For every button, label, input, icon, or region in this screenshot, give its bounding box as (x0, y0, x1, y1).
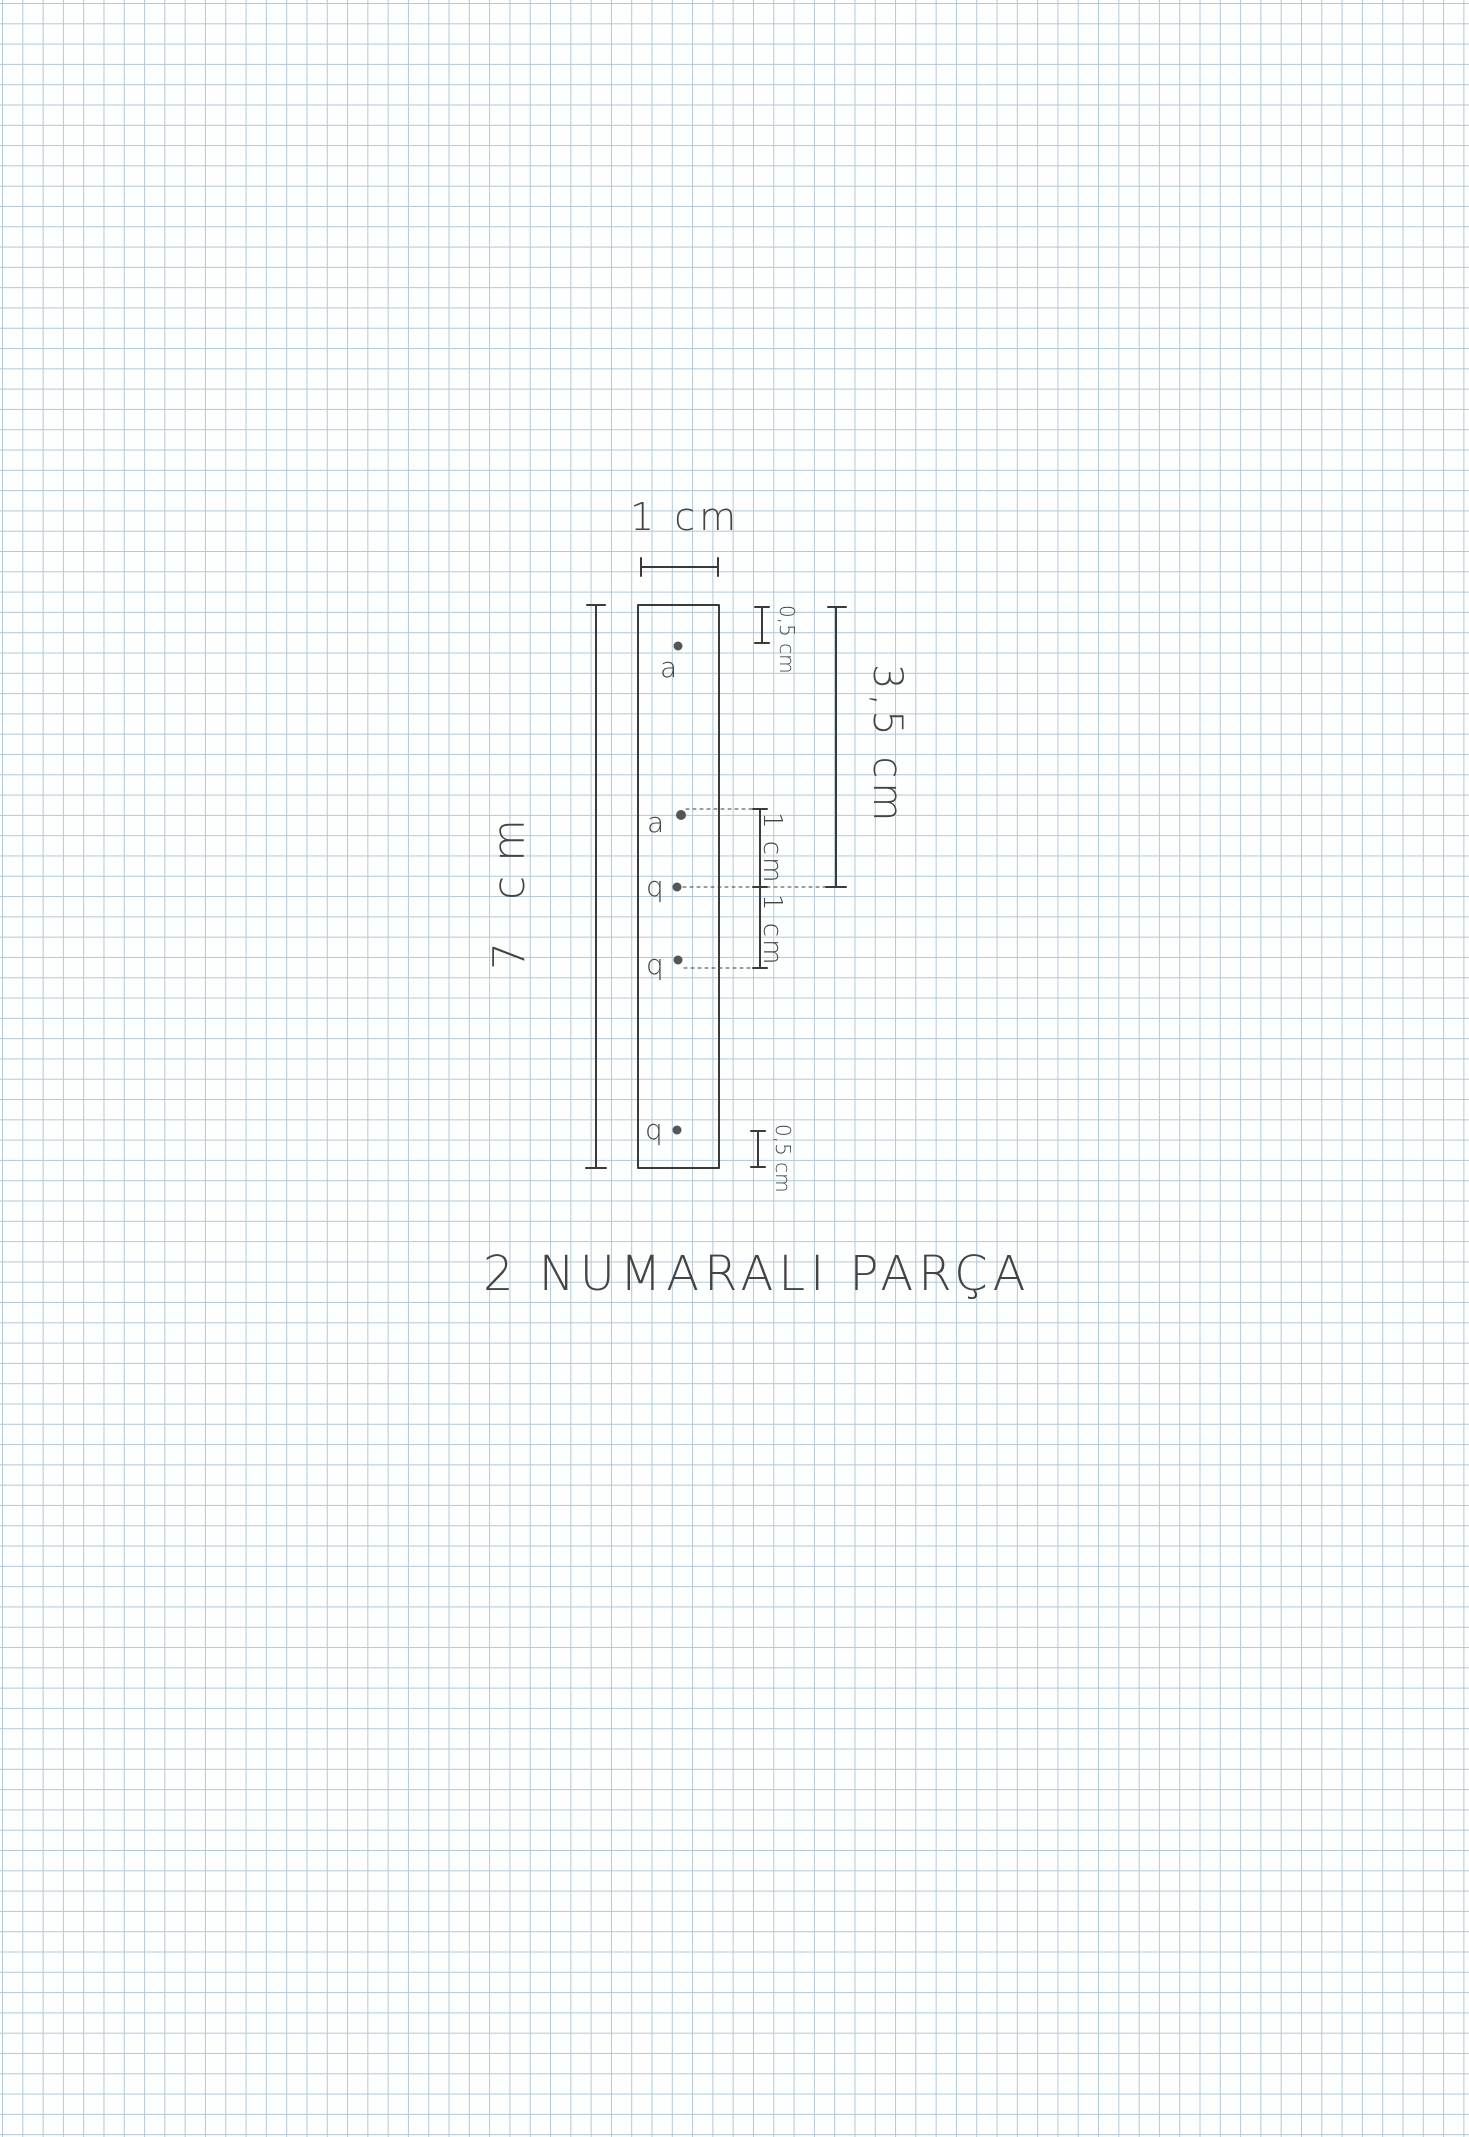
height-label: 7 cm (484, 805, 535, 970)
width-label: 1 cm (630, 495, 740, 539)
half-height-label: 3,5 cm (864, 664, 910, 825)
top-margin-dimension: 0,5 cm (754, 605, 799, 674)
spacing-dimension-2: 1 cm (752, 886, 787, 969)
bottom-margin-label: 0,5 cm (771, 1124, 795, 1193)
hole-label-5: q (645, 1113, 663, 1146)
width-dimension: 1 cm (630, 495, 740, 577)
hole-dot (672, 1125, 682, 1135)
hole-labels: a a q q q (645, 651, 677, 1146)
top-margin-label: 0,5 cm (775, 605, 799, 674)
hole-dot (672, 882, 682, 892)
part-title: 2 NUMARALI PARÇA (483, 1246, 1031, 1302)
height-dimension: 7 cm (484, 604, 607, 1169)
hole-label-4: q (646, 948, 664, 981)
spacing-label-2: 1 cm (757, 894, 787, 966)
hole-label-1: a (660, 651, 677, 684)
half-height-dimension: 3,5 cm (825, 606, 910, 888)
hole-dot (676, 810, 686, 820)
hole-label-3: q (646, 870, 664, 903)
bottom-margin-dimension: 0,5 cm (750, 1124, 795, 1193)
hole-dot (673, 641, 683, 651)
holes-group (672, 641, 686, 1135)
hole-label-2: a (647, 806, 664, 839)
spacing-dimension-1: 1 cm (752, 808, 787, 888)
hole-dot (673, 955, 683, 965)
spacing-label-1: 1 cm (757, 812, 787, 884)
